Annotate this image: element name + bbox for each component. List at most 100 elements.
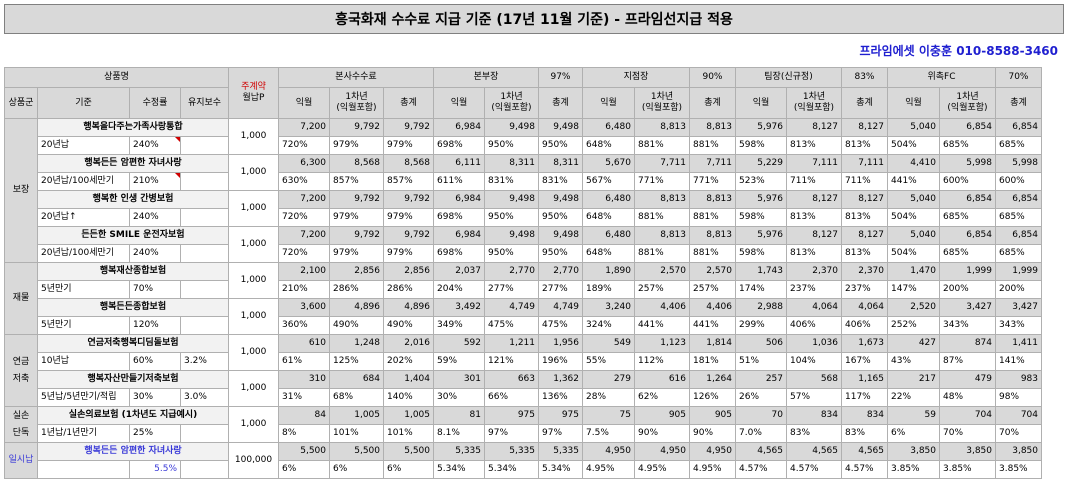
percent-cell: 68% <box>329 388 384 407</box>
amount-cell: 1,211 <box>484 334 539 353</box>
percent-cell: 881% <box>634 136 690 155</box>
percent-cell: 648% <box>582 244 635 263</box>
table-body: 상품명 주계약 월납P 본사수수료 본부장 97% 지점장 90% 팀장(신규정) 83% 위촉FC… <box>4 67 1042 479</box>
amount-cell: 5,998 <box>939 154 996 173</box>
header-row-2: 상품군 기준 수정률 유지보수 익월 1차년 (익월포함) 총계 익월 1차년 (익월포함) 총계 익월… <box>4 87 1042 119</box>
amount-cell: 4,406 <box>689 298 736 317</box>
amount-cell: 5,500 <box>278 442 330 461</box>
amount-cell: 1,036 <box>786 334 842 353</box>
amount-cell: 9,792 <box>329 118 384 137</box>
percent-cell: 286% <box>383 280 434 299</box>
header-total: 총계 <box>841 87 888 119</box>
percent-cell: 200% <box>995 280 1042 299</box>
amount-cell: 8,311 <box>484 154 539 173</box>
amount-cell: 9,792 <box>383 226 434 245</box>
amount-cell: 1,264 <box>689 370 736 389</box>
amount-cell: 9,792 <box>383 118 434 137</box>
percent-cell: 648% <box>582 208 635 227</box>
amount-cell: 1,248 <box>329 334 384 353</box>
monthly-premium: 1,000 <box>228 262 279 299</box>
monthly-premium: 1,000 <box>228 334 279 371</box>
commission-table: 상품명 주계약 월납P 본사수수료 본부장 97% 지점장 90% 팀장(신규정) 83% 위촉FC… <box>4 67 1042 479</box>
percent-cell: 101% <box>329 424 384 443</box>
amount-cell: 8,127 <box>786 190 842 209</box>
product-name: 실손의료보험 (1차년도 지급예시) <box>37 406 229 425</box>
percent-cell: 441% <box>634 316 690 335</box>
maintenance-rate <box>180 244 229 263</box>
basis: 5년만기 <box>37 316 130 335</box>
amount-cell: 217 <box>887 370 940 389</box>
percent-cell: 55% <box>582 352 635 371</box>
header-next-month: 익월 <box>735 87 787 119</box>
amount-cell: 1,165 <box>841 370 888 389</box>
amount-cell: 4,950 <box>582 442 635 461</box>
amount-cell: 310 <box>278 370 330 389</box>
amount-cell: 2,570 <box>689 262 736 281</box>
percent-cell: 117% <box>841 388 888 407</box>
header-group-0: 본사수수료 <box>278 67 434 88</box>
percent-cell: 141% <box>995 352 1042 371</box>
header-product-name: 상품명 <box>4 67 229 88</box>
percent-cell: 979% <box>329 244 384 263</box>
product-row: 연금 저축 연금저축행복디딤돌보험 1,000 610 1,248 2,016 592 1,21… <box>4 334 1042 407</box>
percent-cell: 685% <box>995 136 1042 155</box>
percent-cell: 685% <box>995 244 1042 263</box>
product-name: 행복자산만들기저축보험 <box>37 370 229 389</box>
amount-cell: 8,127 <box>786 226 842 245</box>
amount-cell: 506 <box>735 334 787 353</box>
category-label: 보장 <box>4 118 38 263</box>
amount-cell: 5,229 <box>735 154 787 173</box>
percent-cell: 490% <box>329 316 384 335</box>
percent-cell: 136% <box>538 388 583 407</box>
amount-cell: 4,565 <box>841 442 888 461</box>
amount-cell: 616 <box>634 370 690 389</box>
percent-cell: 48% <box>939 388 996 407</box>
product-row: 행복든든종합보험 1,000 3,600 4,896 4,896 3,492 4,749 4,… <box>5 298 1042 335</box>
amount-cell: 6,984 <box>433 226 485 245</box>
amount-cell: 6,984 <box>433 190 485 209</box>
monthly-premium: 100,000 <box>228 442 279 479</box>
percent-cell: 97% <box>484 424 539 443</box>
amount-cell: 1,743 <box>735 262 787 281</box>
amount-cell: 7,200 <box>278 118 330 137</box>
amount-cell: 59 <box>887 406 940 425</box>
percent-cell: 523% <box>735 172 787 191</box>
percent-cell: 698% <box>433 208 485 227</box>
amount-cell: 84 <box>278 406 330 425</box>
amount-cell: 2,037 <box>433 262 485 281</box>
amount-cell: 2,100 <box>278 262 330 281</box>
header-next-month: 익월 <box>582 87 635 119</box>
amount-cell: 8,813 <box>689 226 736 245</box>
adj-rate: 60% <box>129 352 181 371</box>
percent-cell: 104% <box>786 352 842 371</box>
percent-cell: 813% <box>786 208 842 227</box>
percent-cell: 147% <box>887 280 940 299</box>
percent-cell: 857% <box>329 172 384 191</box>
product-row: 보장 행복을다주는가족사랑통합 1,000 7,200 9,792 9,792 6,984 9… <box>4 118 1042 263</box>
percent-cell: 237% <box>841 280 888 299</box>
basis: 5년납/5년만기/적립 <box>37 388 130 407</box>
percent-cell: 112% <box>634 352 690 371</box>
amount-cell: 4,406 <box>634 298 690 317</box>
amount-cell: 6,854 <box>995 118 1042 137</box>
percent-row: 20년납↑ 240% 720% 979% 979% 698% 950% 950% 648% 881… <box>5 208 1042 227</box>
percent-cell: 31% <box>278 388 330 407</box>
percent-cell: 26% <box>735 388 787 407</box>
header-maintenance: 유지보수 <box>180 87 229 119</box>
amount-cell: 1,005 <box>329 406 384 425</box>
amount-cell: 4,410 <box>887 154 940 173</box>
percent-cell: 567% <box>582 172 635 191</box>
category-label: 실손 단독 <box>4 406 38 443</box>
percent-cell: 950% <box>484 208 539 227</box>
percent-cell: 685% <box>939 136 996 155</box>
amount-cell: 7,111 <box>786 154 842 173</box>
header-group-pct-1: 97% <box>538 67 583 88</box>
percent-cell: 720% <box>278 244 330 263</box>
amount-cell: 6,854 <box>995 190 1042 209</box>
maintenance-rate <box>180 208 229 227</box>
amount-cell: 4,565 <box>786 442 842 461</box>
amount-cell: 834 <box>841 406 888 425</box>
percent-cell: 57% <box>786 388 842 407</box>
amount-cell: 1,005 <box>383 406 434 425</box>
